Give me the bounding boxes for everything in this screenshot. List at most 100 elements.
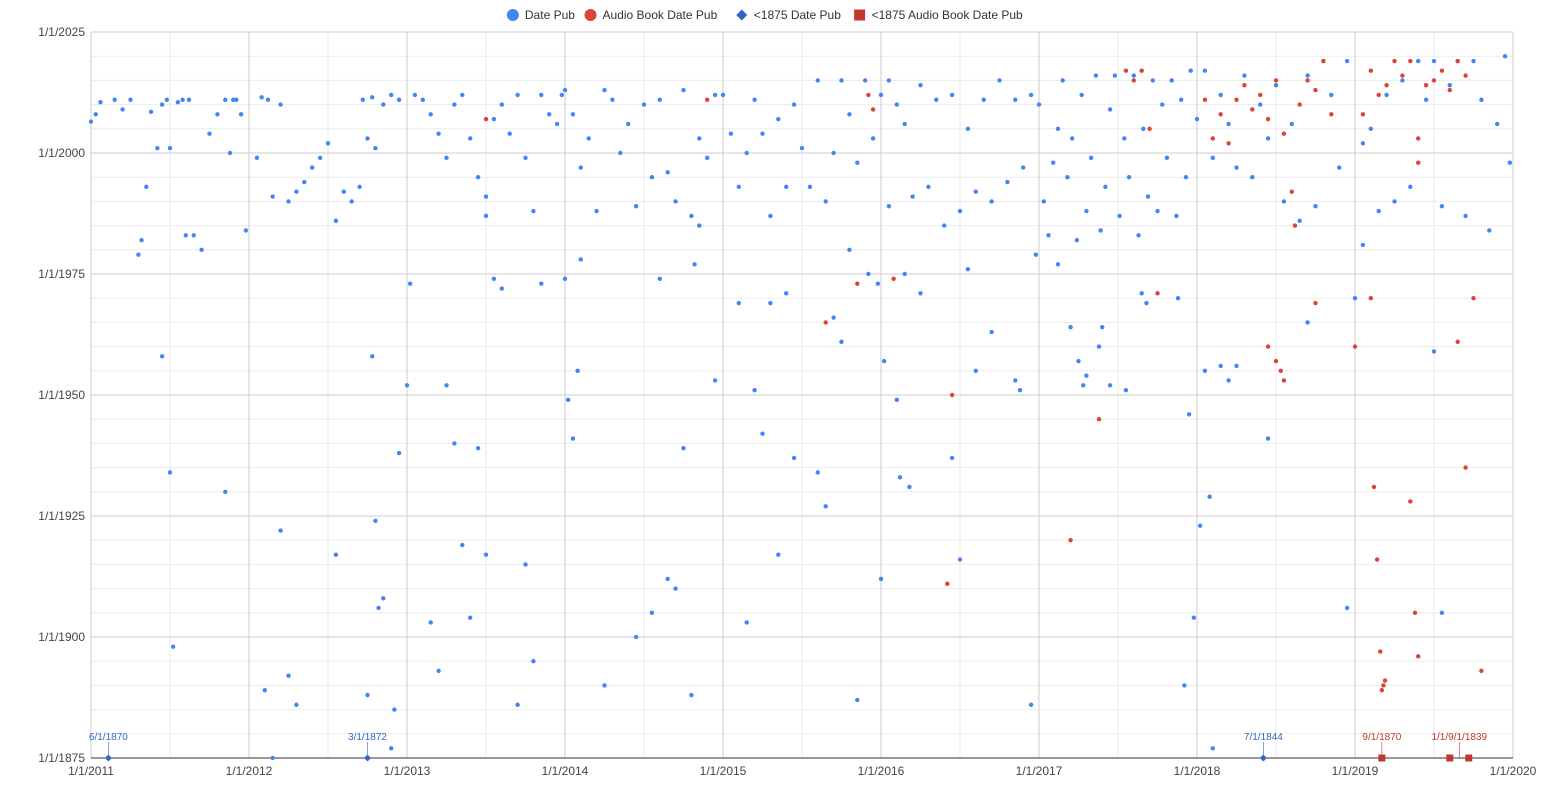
data-point — [1169, 78, 1174, 83]
data-point — [768, 300, 773, 306]
grid — [90, 31, 1514, 759]
data-point — [1250, 107, 1255, 112]
legend-entry[interactable]: <1875 Audio Book Date Pub — [854, 8, 1023, 22]
data-point — [1079, 92, 1084, 98]
data-point — [610, 97, 615, 102]
data-point — [1182, 683, 1187, 688]
y-tick-label: 1/1/2025 — [38, 25, 85, 39]
data-point — [333, 218, 339, 223]
data-point — [1126, 175, 1132, 180]
data-point — [866, 271, 871, 277]
data-point — [791, 102, 797, 107]
data-point — [1455, 339, 1460, 344]
data-point — [1226, 141, 1231, 146]
data-point — [1281, 131, 1287, 136]
x-tick-label: 1/1/2017 — [1016, 764, 1063, 778]
annotation-label: 3/1/1872 — [348, 732, 387, 743]
legend-entry[interactable]: Audio Book Date Pub — [584, 8, 718, 22]
data-point — [697, 223, 702, 228]
data-point — [957, 208, 963, 214]
data-point — [155, 145, 160, 151]
legend-label: Date Pub — [525, 8, 575, 22]
data-point — [965, 126, 971, 131]
data-point — [855, 697, 860, 703]
data-point — [381, 102, 386, 107]
data-point — [823, 320, 828, 325]
x-tick-label: 1/1/2016 — [858, 764, 905, 778]
data-point — [578, 165, 583, 170]
data-point — [1305, 73, 1310, 78]
data-point — [515, 702, 520, 707]
data-point — [799, 145, 805, 151]
x-tick-label: 1/1/2015 — [700, 764, 747, 778]
data-point — [681, 446, 686, 451]
data-point — [265, 97, 271, 102]
data-point — [1265, 436, 1271, 441]
data-point — [1088, 155, 1094, 161]
legend-entry[interactable]: <1875 Date Pub — [736, 8, 841, 22]
data-point — [1074, 237, 1080, 243]
data-point — [673, 586, 678, 591]
data-point — [531, 659, 536, 664]
data-point — [1368, 126, 1374, 131]
data-point — [259, 95, 264, 100]
data-point — [531, 208, 536, 214]
data-point — [483, 194, 489, 199]
data-point — [515, 92, 520, 98]
data-point — [373, 518, 378, 524]
data-point — [468, 615, 473, 620]
data-point — [1150, 78, 1155, 83]
data-point — [1408, 58, 1413, 64]
data-point — [918, 83, 923, 88]
data-point — [1305, 78, 1310, 83]
data-point — [1273, 358, 1279, 364]
data-point — [894, 397, 899, 403]
data-point — [407, 281, 413, 286]
data-point — [697, 136, 702, 141]
data-point — [1378, 649, 1383, 654]
data-point — [815, 78, 820, 83]
data-point — [1416, 654, 1421, 659]
data-point — [1502, 54, 1508, 59]
data-point — [949, 392, 955, 398]
data-point — [689, 692, 694, 698]
data-point — [1431, 78, 1437, 83]
data-point — [199, 247, 204, 252]
data-point — [1207, 494, 1212, 499]
data-point — [317, 155, 323, 161]
data-point — [1202, 68, 1208, 73]
data-point — [1376, 92, 1381, 98]
data-point — [191, 233, 196, 238]
data-point — [159, 354, 165, 359]
data-point — [1423, 97, 1429, 102]
data-point — [499, 102, 504, 107]
data-point — [784, 291, 789, 296]
data-point — [1139, 291, 1144, 296]
data-point — [1495, 121, 1500, 127]
data-point — [207, 131, 212, 136]
data-point — [1131, 73, 1137, 78]
data-point — [523, 562, 528, 567]
data-point — [412, 92, 418, 98]
data-point — [1368, 296, 1374, 301]
data-point — [1093, 73, 1099, 78]
data-point — [1202, 368, 1208, 373]
data-point — [278, 528, 283, 533]
y-tick-label: 1/1/1900 — [38, 630, 85, 644]
data-point — [428, 620, 433, 625]
data-point — [705, 155, 710, 161]
series-1 — [483, 58, 1484, 693]
data-point — [1329, 92, 1334, 98]
legend-entry[interactable]: Date Pub — [506, 8, 575, 22]
data-point — [1194, 116, 1200, 122]
data-point — [1164, 155, 1170, 161]
data-point — [997, 78, 1002, 83]
data-point — [847, 112, 852, 117]
data-point — [1036, 102, 1042, 107]
x-tick-label: 1/1/2019 — [1332, 764, 1379, 778]
data-point — [1076, 358, 1081, 364]
data-point — [1392, 58, 1397, 64]
data-point — [167, 145, 173, 151]
data-point — [460, 542, 465, 548]
data-point — [823, 199, 828, 204]
